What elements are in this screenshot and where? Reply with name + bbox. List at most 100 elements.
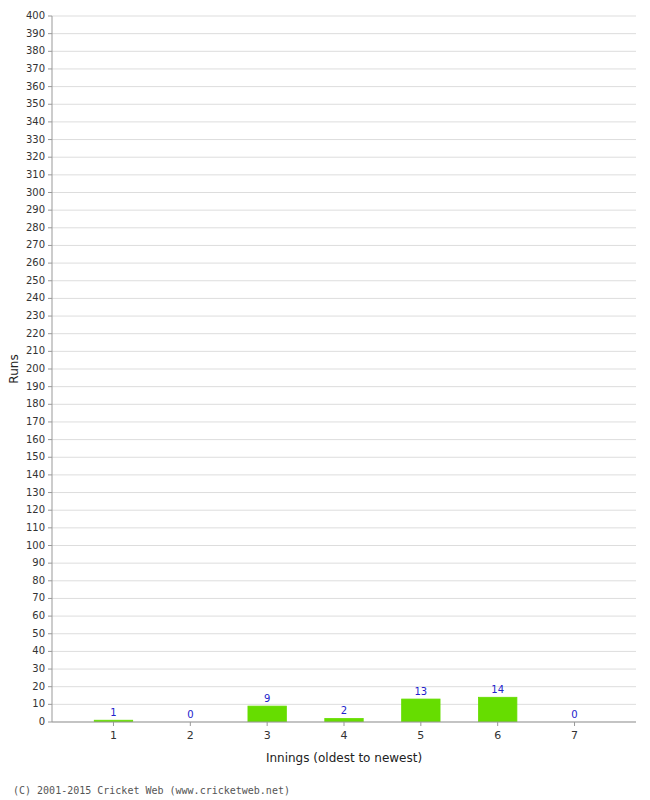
x-axis-label: Innings (oldest to newest) [266, 751, 422, 765]
x-tick [344, 722, 345, 726]
grid-line [52, 16, 636, 17]
grid-line [52, 298, 636, 299]
y-tick-label: 220 [26, 328, 45, 339]
y-tick-label: 120 [26, 504, 45, 515]
y-tick-label: 30 [32, 663, 45, 674]
grid-line [52, 157, 636, 158]
y-tick-label: 250 [26, 275, 45, 286]
y-tick-label: 320 [26, 151, 45, 162]
footer: (C) 2001-2015 Cricket Web (www.cricketwe… [13, 785, 290, 796]
grid-line [52, 316, 636, 317]
y-tick [48, 616, 52, 617]
y-tick [48, 121, 52, 122]
x-tick [267, 722, 268, 726]
y-tick-label: 200 [26, 363, 45, 374]
x-tick-label: 2 [187, 729, 194, 742]
data-label: 14 [491, 684, 504, 695]
grid-line [52, 104, 636, 105]
grid-line [52, 457, 636, 458]
y-tick [48, 298, 52, 299]
x-tick [190, 722, 191, 726]
y-tick [48, 280, 52, 281]
y-tick [48, 492, 52, 493]
y-tick [48, 210, 52, 211]
y-tick-label: 240 [26, 292, 45, 303]
y-tick-label: 20 [32, 681, 45, 692]
grid-line [52, 139, 636, 140]
grid-line [52, 51, 636, 52]
y-tick-label: 190 [26, 381, 45, 392]
y-tick [48, 86, 52, 87]
grid-line [52, 263, 636, 264]
y-tick-label: 10 [32, 698, 45, 709]
grid-line [52, 669, 636, 670]
grid-line [52, 386, 636, 387]
bar [248, 706, 286, 722]
y-tick [48, 474, 52, 475]
grid-line [52, 616, 636, 617]
y-tick [48, 669, 52, 670]
y-tick-label: 310 [26, 169, 45, 180]
grid-line [52, 527, 636, 528]
y-tick [48, 704, 52, 705]
y-tick-label: 360 [26, 81, 45, 92]
y-tick-label: 40 [32, 645, 45, 656]
y-tick-label: 290 [26, 204, 45, 215]
y-tick-label: 100 [26, 540, 45, 551]
grid-line [52, 651, 636, 652]
y-tick [48, 651, 52, 652]
grid-line [52, 68, 636, 69]
y-tick [48, 580, 52, 581]
data-labels: 109213140 [110, 684, 577, 720]
grid-line [52, 280, 636, 281]
y-tick-label: 270 [26, 239, 45, 250]
y-tick [48, 333, 52, 334]
y-tick-label: 400 [26, 10, 45, 21]
bar [325, 718, 363, 722]
y-tick-label: 60 [32, 610, 45, 621]
grid-line [52, 563, 636, 564]
x-tick-label: 1 [110, 729, 117, 742]
y-tick [48, 51, 52, 52]
y-tick-label: 90 [32, 557, 45, 568]
y-tick-label: 0 [39, 716, 45, 727]
y-tick-label: 300 [26, 187, 45, 198]
y-tick [48, 369, 52, 370]
y-tick-label: 380 [26, 45, 45, 56]
y-tick-label: 210 [26, 345, 45, 356]
grid-line [52, 121, 636, 122]
y-tick-label: 50 [32, 628, 45, 639]
chart-svg: 0102030405060708090100110120130140150160… [0, 0, 650, 800]
y-tick [48, 263, 52, 264]
x-tick [497, 722, 498, 726]
y-tick-label: 390 [26, 28, 45, 39]
grid-line [52, 421, 636, 422]
x-tick-label: 6 [494, 729, 501, 742]
grid-line [52, 192, 636, 193]
y-tick-label: 230 [26, 310, 45, 321]
grid-line [52, 86, 636, 87]
y-tick [48, 457, 52, 458]
grid-line [52, 686, 636, 687]
x-tick [420, 722, 421, 726]
grid-line [52, 439, 636, 440]
y-tick [48, 633, 52, 634]
grid-line [52, 227, 636, 228]
x-tick-label: 3 [264, 729, 271, 742]
y-tick [48, 563, 52, 564]
bar [402, 699, 440, 722]
y-tick [48, 351, 52, 352]
y-tick [48, 686, 52, 687]
y-tick [48, 527, 52, 528]
y-tick [48, 104, 52, 105]
grid-line [52, 474, 636, 475]
grid-line [52, 545, 636, 546]
y-tick [48, 421, 52, 422]
y-tick-label: 80 [32, 575, 45, 586]
y-tick [48, 68, 52, 69]
grid-line [52, 174, 636, 175]
y-tick [48, 192, 52, 193]
grid-line [52, 404, 636, 405]
y-tick [48, 316, 52, 317]
y-tick-label: 280 [26, 222, 45, 233]
